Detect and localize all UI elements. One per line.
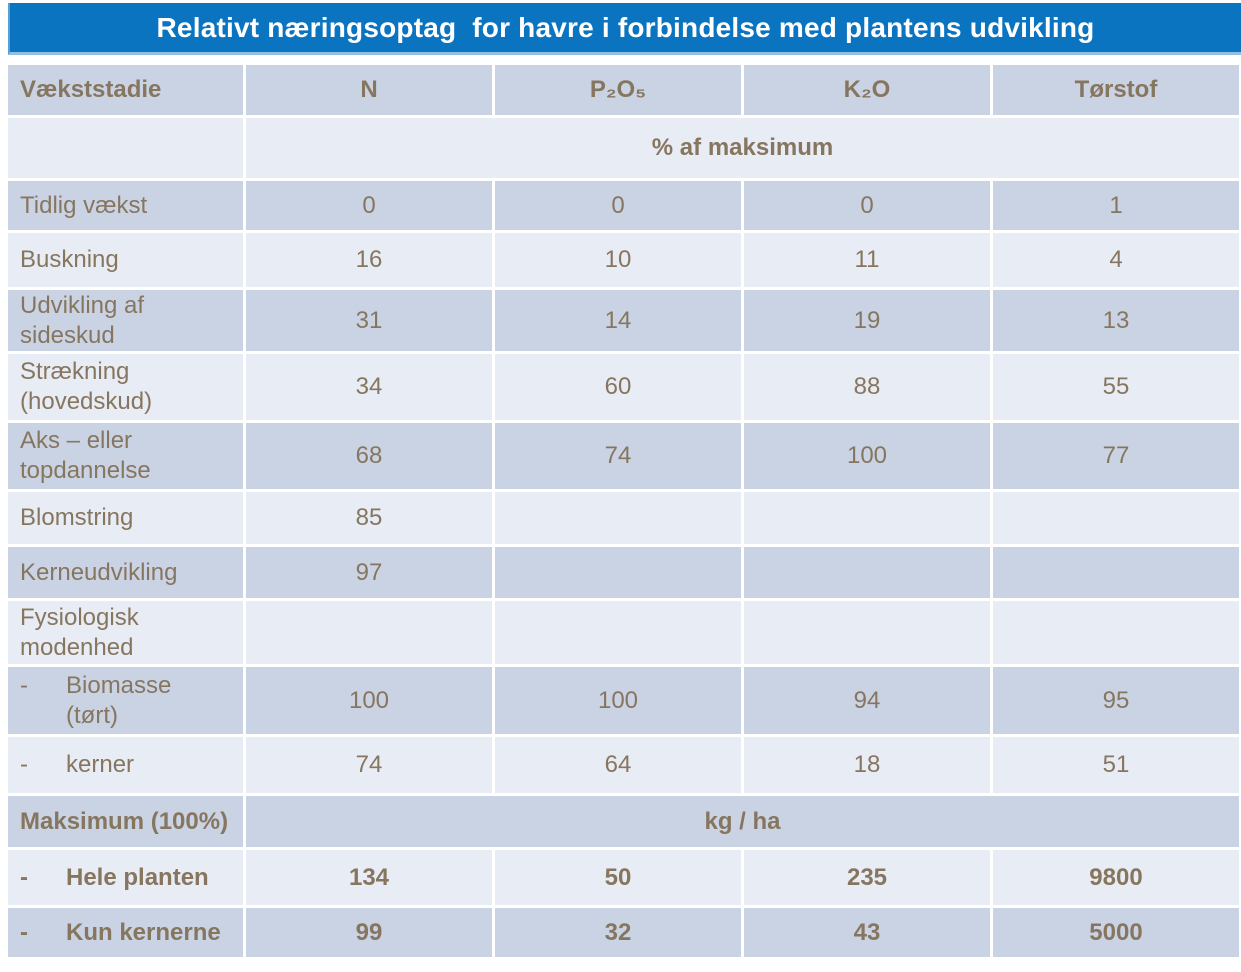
value-cell-torstof: 95 — [993, 667, 1239, 734]
row-straekning-hovedskud: Strækning (hovedskud) 34 60 88 55 — [8, 354, 1239, 420]
row-label: - Hele planten — [8, 850, 243, 905]
row-label: Blomstring — [8, 492, 243, 544]
value-cell-n: 100 — [246, 667, 492, 734]
value-cell-k2o — [744, 492, 990, 544]
value-cell-torstof: 9800 — [993, 850, 1239, 905]
row-blomstring: Blomstring 85 — [8, 492, 1239, 544]
list-dash: - — [20, 671, 28, 699]
value-cell-torstof — [993, 547, 1239, 598]
column-header-p2o5: P₂O₅ — [495, 65, 741, 115]
nutrient-uptake-table: Vækststadie N P₂O₅ K₂O Tørstof % af maks… — [5, 62, 1241, 960]
kg-ha-unit-label: kg / ha — [246, 796, 1239, 847]
value-cell-torstof: 4 — [993, 233, 1239, 287]
value-cell-p2o5: 32 — [495, 908, 741, 957]
row-label: - Kun kernerne — [8, 908, 243, 957]
value-cell-torstof: 51 — [993, 737, 1239, 793]
row-biomasse-tort: - Biomasse (tørt) 100 100 94 95 — [8, 667, 1239, 734]
header-row: Vækststadie N P₂O₅ K₂O Tørstof — [8, 65, 1239, 115]
value-cell-p2o5: 60 — [495, 354, 741, 420]
value-cell-p2o5: 14 — [495, 290, 741, 351]
row-udvikling-af-sideskud: Udvikling af sideskud 31 14 19 13 — [8, 290, 1239, 351]
value-cell-k2o: 235 — [744, 850, 990, 905]
value-cell-n: 85 — [246, 492, 492, 544]
row-buskning: Buskning 16 10 11 4 — [8, 233, 1239, 287]
row-kerner: - kerner 74 64 18 51 — [8, 737, 1239, 793]
row-label: Fysiologisk modenhed — [8, 601, 243, 664]
value-cell-k2o: 0 — [744, 181, 990, 230]
value-cell-p2o5: 64 — [495, 737, 741, 793]
row-label: Aks – eller topdannelse — [8, 423, 243, 489]
row-kerneudvikling: Kerneudvikling 97 — [8, 547, 1239, 598]
value-cell-torstof: 77 — [993, 423, 1239, 489]
row-fysiologisk-modenhed: Fysiologisk modenhed — [8, 601, 1239, 664]
column-header-torstof: Tørstof — [993, 65, 1239, 115]
row-label: - Biomasse (tørt) — [8, 667, 243, 734]
row-maksimum-100: Maksimum (100%) kg / ha — [8, 796, 1239, 847]
row-label: Buskning — [8, 233, 243, 287]
maksimum-label: Maksimum (100%) — [8, 796, 243, 847]
value-cell-p2o5: 74 — [495, 423, 741, 489]
value-cell-n: 0 — [246, 181, 492, 230]
value-cell-p2o5: 0 — [495, 181, 741, 230]
row-hele-planten: - Hele planten 134 50 235 9800 — [8, 850, 1239, 905]
value-cell-k2o — [744, 547, 990, 598]
empty-cell — [8, 118, 243, 178]
column-header-n: N — [246, 65, 492, 115]
value-cell-p2o5: 50 — [495, 850, 741, 905]
value-cell-k2o: 19 — [744, 290, 990, 351]
value-cell-n: 68 — [246, 423, 492, 489]
value-cell-n: 74 — [246, 737, 492, 793]
row-label: - kerner — [8, 737, 243, 793]
percent-of-maximum-label: % af maksimum — [246, 118, 1239, 178]
value-cell-k2o: 43 — [744, 908, 990, 957]
list-dash: - — [20, 751, 28, 778]
value-cell-k2o: 100 — [744, 423, 990, 489]
slide-title: Relativt næringsoptag for havre i forbin… — [156, 11, 1095, 43]
value-cell-n: 16 — [246, 233, 492, 287]
value-cell-k2o: 88 — [744, 354, 990, 420]
value-cell-torstof — [993, 601, 1239, 664]
value-cell-k2o — [744, 601, 990, 664]
row-tidlig-vaekst: Tidlig vækst 0 0 0 1 — [8, 181, 1239, 230]
value-cell-n: 99 — [246, 908, 492, 957]
value-cell-n: 134 — [246, 850, 492, 905]
value-cell-torstof: 5000 — [993, 908, 1239, 957]
row-label: Kerneudvikling — [8, 547, 243, 598]
list-dash: - — [20, 918, 28, 946]
value-cell-n: 97 — [246, 547, 492, 598]
value-cell-k2o: 18 — [744, 737, 990, 793]
value-cell-p2o5 — [495, 601, 741, 664]
value-cell-k2o: 94 — [744, 667, 990, 734]
value-cell-n: 34 — [246, 354, 492, 420]
value-cell-torstof: 13 — [993, 290, 1239, 351]
list-dash: - — [20, 863, 28, 891]
value-cell-n: 31 — [246, 290, 492, 351]
value-cell-p2o5: 100 — [495, 667, 741, 734]
percent-of-maximum-row: % af maksimum — [8, 118, 1239, 178]
value-cell-p2o5 — [495, 547, 741, 598]
row-aks-eller-topdannelse: Aks – eller topdannelse 68 74 100 77 — [8, 423, 1239, 489]
value-cell-torstof — [993, 492, 1239, 544]
row-label: Strækning (hovedskud) — [8, 354, 243, 420]
value-cell-p2o5: 10 — [495, 233, 741, 287]
value-cell-p2o5 — [495, 492, 741, 544]
column-header-vaekststadie: Vækststadie — [8, 65, 243, 115]
title-bar: Relativt næringsoptag for havre i forbin… — [8, 3, 1241, 55]
value-cell-k2o: 11 — [744, 233, 990, 287]
row-kun-kernerne: - Kun kernerne 99 32 43 5000 — [8, 908, 1239, 957]
value-cell-torstof: 1 — [993, 181, 1239, 230]
value-cell-n — [246, 601, 492, 664]
column-header-k2o: K₂O — [744, 65, 990, 115]
value-cell-torstof: 55 — [993, 354, 1239, 420]
row-label: Tidlig vækst — [8, 181, 243, 230]
row-label: Udvikling af sideskud — [8, 290, 243, 351]
